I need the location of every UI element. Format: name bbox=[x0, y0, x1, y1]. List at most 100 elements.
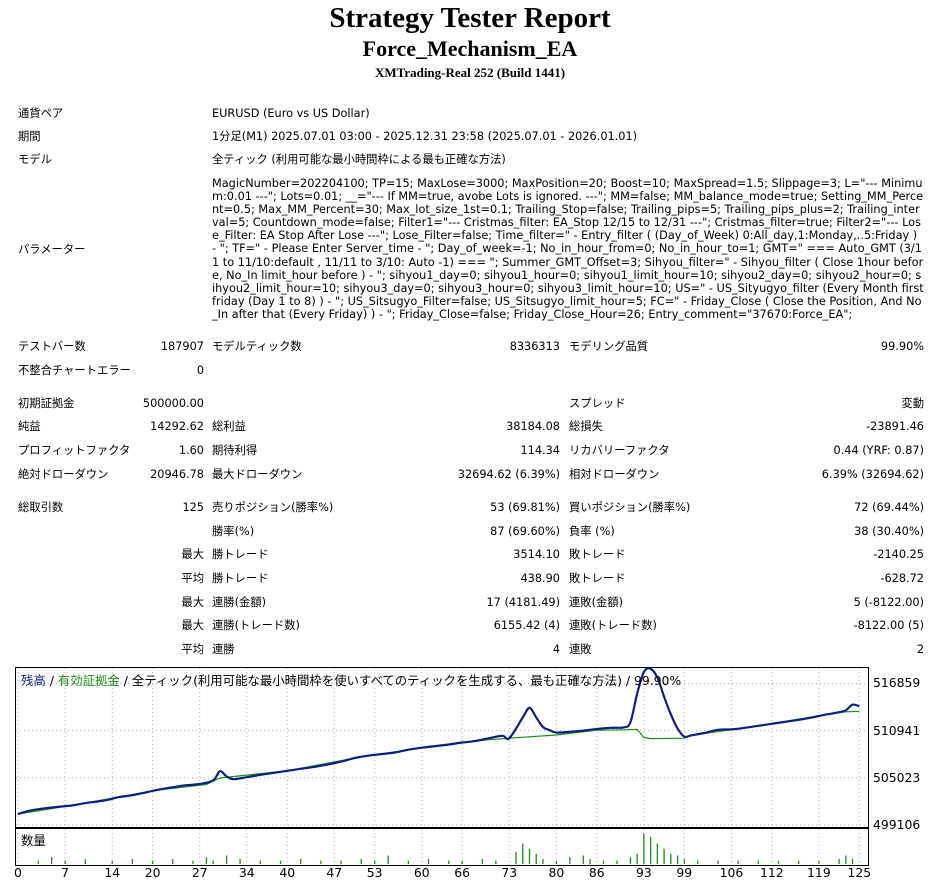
x-tick-label: 0 bbox=[14, 865, 22, 880]
y-tick-label: 510941 bbox=[873, 722, 921, 738]
row-label-2: 敗トレード bbox=[569, 548, 626, 561]
y-tick-label: 516859 bbox=[873, 675, 921, 691]
y-tick-label: 505023 bbox=[873, 769, 921, 785]
legend-separator: / bbox=[45, 673, 58, 688]
quality-value: 99.90% bbox=[880, 340, 924, 353]
row-prefix: 最大 bbox=[181, 619, 204, 632]
params-value: MagicNumber=202204100; TP=15; MaxLose=30… bbox=[212, 177, 924, 321]
row-prefix: 最大 bbox=[181, 596, 204, 609]
report-title: Strategy Tester Report bbox=[329, 2, 611, 34]
row-value-2: -2140.25 bbox=[873, 548, 924, 561]
model-label: モデル bbox=[18, 153, 52, 166]
lossrate-value: 38 (30.40%) bbox=[854, 525, 924, 538]
x-tick-label: 20 bbox=[144, 865, 161, 880]
row-value-1: 17 (4181.49) bbox=[486, 596, 561, 609]
row-value-2: 2 bbox=[916, 643, 924, 656]
row-label-2: 敗トレード bbox=[569, 572, 626, 585]
rel-dd-label: 相対ドローダウン bbox=[569, 468, 660, 481]
gross-loss-value: -23891.46 bbox=[866, 420, 924, 433]
x-tick-label: 60 bbox=[413, 865, 430, 880]
legend-separator: / bbox=[119, 673, 132, 688]
bars-label: テストバー数 bbox=[18, 340, 86, 353]
x-tick-label: 99 bbox=[676, 865, 693, 880]
recovery-label: リカバリーファクタ bbox=[569, 444, 670, 457]
abs-dd-label: 絶対ドローダウン bbox=[18, 468, 109, 481]
row-label-1: 勝トレード bbox=[212, 548, 269, 561]
row-label-2: 連敗(トレード数) bbox=[569, 619, 657, 632]
period-value: 1分足(M1) 2025.07.01 03:00 - 2025.12.31 23… bbox=[212, 130, 638, 143]
max-dd-label: 最大ドローダウン bbox=[212, 468, 303, 481]
max-dd-value: 32694.62 (6.39%) bbox=[457, 468, 560, 481]
total-value: 125 bbox=[182, 501, 204, 514]
row-prefix: 平均 bbox=[181, 643, 204, 656]
spread-label: スプレッド bbox=[569, 397, 626, 410]
deposit-label: 初期証拠金 bbox=[18, 397, 75, 410]
legend-equity: 有効証拠金 bbox=[57, 673, 120, 688]
x-tick-label: 119 bbox=[807, 865, 831, 880]
row-value-2: -8122.00 (5) bbox=[853, 619, 924, 632]
x-tick-label: 73 bbox=[501, 865, 518, 880]
gross-profit-value: 38184.08 bbox=[506, 420, 560, 433]
recovery-value: 0.44 (YRF: 0.87) bbox=[833, 444, 924, 457]
row-prefix: 最大 bbox=[181, 548, 204, 561]
x-tick-label: 27 bbox=[191, 865, 208, 880]
long-label: 買いポジション(勝率%) bbox=[569, 501, 691, 514]
short-value: 53 (69.81%) bbox=[490, 501, 560, 514]
gross-profit-label: 総利益 bbox=[212, 420, 246, 433]
symbol-label: 通貨ペア bbox=[18, 107, 64, 120]
quality-label: モデリング品質 bbox=[569, 340, 649, 353]
rel-dd-value: 6.39% (32694.62) bbox=[821, 468, 924, 481]
net-label: 純益 bbox=[18, 420, 41, 433]
total-label: 総取引数 bbox=[18, 501, 64, 514]
equity-line bbox=[17, 710, 860, 815]
winrate-value: 87 (69.60%) bbox=[490, 525, 560, 538]
row-label-1: 連勝(トレード数) bbox=[212, 619, 300, 632]
abs-dd-value: 20946.78 bbox=[150, 468, 204, 481]
mismatch-label: 不整合チャートエラー bbox=[18, 364, 131, 377]
chart-legend: 残高 / 有効証拠金 / 全ティック(利用可能な最小時間枠を使いすべてのティック… bbox=[21, 671, 681, 689]
row-value-1: 4 bbox=[552, 643, 560, 656]
row-label-2: 連敗(金額) bbox=[569, 596, 624, 609]
x-tick-label: 47 bbox=[326, 865, 343, 880]
legend-model: 全ティック(利用可能な最小時間枠を使いすべてのティックを生成する、最も正確な方法… bbox=[131, 673, 682, 688]
ea-name: Force_Mechanism_EA bbox=[362, 36, 578, 61]
row-value-2: 5 (-8122.00) bbox=[853, 596, 924, 609]
row-label-1: 連勝(金額) bbox=[212, 596, 267, 609]
params-label: パラメーター bbox=[18, 243, 86, 256]
symbol-value: EURUSD (Euro vs US Dollar) bbox=[212, 107, 370, 120]
balance-chart bbox=[15, 667, 869, 828]
x-tick-label: 112 bbox=[759, 865, 784, 880]
x-tick-label: 34 bbox=[238, 865, 255, 880]
net-value: 14292.62 bbox=[150, 420, 204, 433]
legend-balance: 残高 bbox=[21, 673, 46, 688]
pf-label: プロフィットファクタ bbox=[18, 444, 131, 457]
x-tick-label: 14 bbox=[104, 865, 121, 880]
x-tick-label: 125 bbox=[847, 865, 872, 880]
bars-value: 187907 bbox=[160, 340, 204, 353]
x-tick-label: 106 bbox=[719, 865, 744, 880]
x-tick-label: 40 bbox=[279, 865, 296, 880]
period-label: 期間 bbox=[18, 130, 41, 143]
x-tick-label: 93 bbox=[636, 865, 652, 880]
ticks-label: モデルティック数 bbox=[212, 340, 302, 353]
ticks-value: 8336313 bbox=[509, 340, 560, 353]
payoff-label: 期待利得 bbox=[212, 444, 258, 457]
short-label: 売りポジション(勝率%) bbox=[212, 501, 334, 514]
row-label-1: 勝トレード bbox=[212, 572, 269, 585]
x-tick-label: 7 bbox=[61, 865, 70, 880]
gross-loss-label: 総損失 bbox=[569, 420, 603, 433]
row-label-1: 連勝 bbox=[212, 643, 235, 656]
row-value-2: -628.72 bbox=[880, 572, 924, 585]
lossrate-label: 負率 (%) bbox=[569, 525, 615, 538]
x-tick-label: 80 bbox=[548, 865, 565, 880]
spread-value: 変動 bbox=[901, 397, 924, 410]
row-value-1: 438.90 bbox=[520, 572, 560, 585]
winrate-label: 勝率(%) bbox=[212, 525, 255, 538]
y-tick-label: 499106 bbox=[873, 817, 921, 832]
server-name: XMTrading-Real 252 (Build 1441) bbox=[374, 65, 566, 80]
deposit-value: 500000.00 bbox=[142, 397, 204, 410]
row-prefix: 平均 bbox=[181, 572, 204, 585]
pf-value: 1.60 bbox=[178, 444, 204, 457]
x-tick-label: 86 bbox=[588, 865, 605, 880]
balance-line bbox=[17, 667, 860, 816]
